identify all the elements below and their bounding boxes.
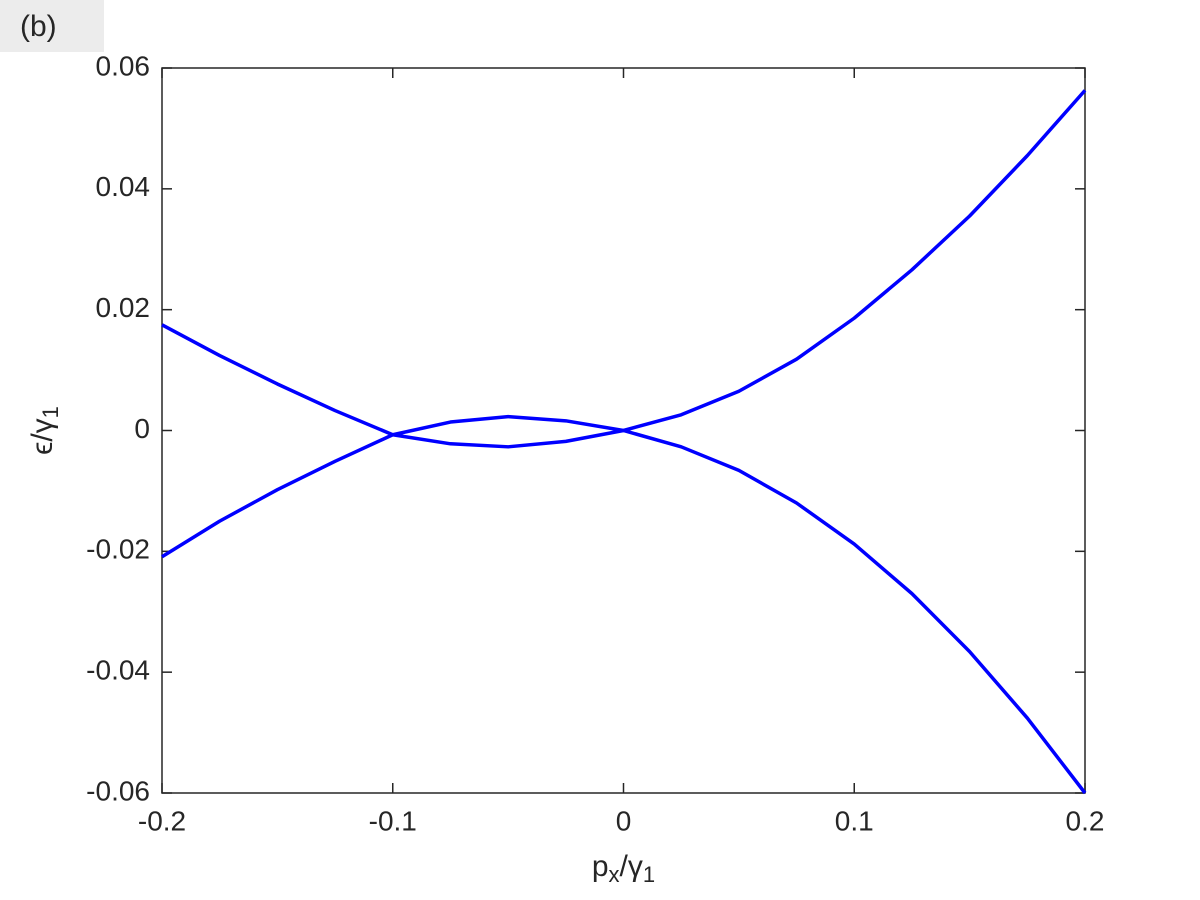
panel-label-bg [0,0,104,52]
x-tick-label: -0.2 [138,805,186,836]
x-axis-label-sub: x [609,862,620,887]
y-axis-label-part: ϵ/γ [26,418,59,455]
panel-label: (b) [20,10,57,43]
curve [161,414,1087,795]
y-axis-label: ϵ/γ1 [26,406,63,455]
x-axis-label-part: /γ [620,850,643,883]
x-tick-label: 0.1 [835,805,874,836]
y-tick-label: -0.02 [86,534,150,565]
x-tick-label: -0.1 [369,805,417,836]
x-axis-label-sub: 1 [643,862,655,887]
y-tick-label: -0.06 [86,775,150,806]
y-axis-label-sub: 1 [38,406,63,418]
y-tick-label: 0 [134,413,150,444]
y-tick-label: -0.04 [86,655,150,686]
y-tick-label: 0.02 [96,292,151,323]
y-tick-label: 0.06 [96,50,151,81]
x-axis-label: px/γ1 [592,850,655,887]
x-axis-label-part: p [592,850,609,883]
x-tick-label: 0 [616,805,632,836]
y-tick-label: 0.04 [96,171,151,202]
x-tick-label: 0.2 [1066,805,1105,836]
